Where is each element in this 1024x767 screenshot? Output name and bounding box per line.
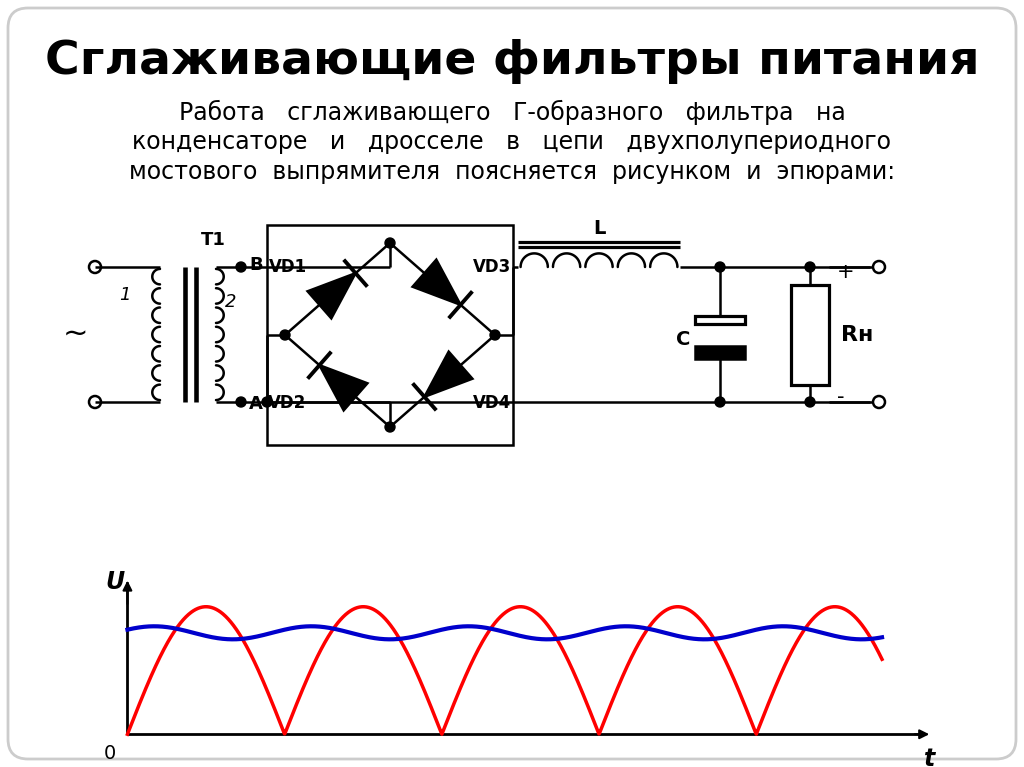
Text: ~: ~: [62, 320, 88, 349]
Polygon shape: [425, 351, 472, 397]
Text: VD3: VD3: [473, 258, 512, 276]
Circle shape: [805, 262, 815, 272]
Text: Сглаживающие фильтры питания: Сглаживающие фильтры питания: [45, 39, 979, 84]
Text: U: U: [105, 570, 125, 594]
Circle shape: [490, 330, 500, 340]
Circle shape: [236, 397, 246, 407]
Text: Rн: Rн: [841, 325, 873, 345]
Text: мостового  выпрямителя  поясняется  рисунком  и  эпюрами:: мостового выпрямителя поясняется рисунко…: [129, 160, 895, 184]
Bar: [695, 345, 745, 358]
Text: VD1: VD1: [268, 258, 306, 276]
Polygon shape: [319, 365, 368, 410]
Circle shape: [715, 262, 725, 272]
Text: 2: 2: [225, 293, 237, 311]
Bar: [267, 225, 513, 445]
Bar: [791, 285, 829, 385]
Text: T1: T1: [201, 231, 226, 249]
Text: t: t: [924, 747, 935, 767]
Circle shape: [280, 330, 290, 340]
Polygon shape: [307, 273, 355, 318]
Text: L: L: [593, 219, 605, 239]
Text: VD4: VD4: [473, 394, 512, 412]
Circle shape: [385, 422, 395, 432]
Text: Работа   сглаживающего   Г-образного   фильтра   на: Работа сглаживающего Г-образного фильтра…: [178, 100, 846, 124]
Text: A: A: [249, 395, 263, 413]
Text: B: B: [249, 256, 262, 274]
Text: +: +: [837, 262, 855, 282]
Circle shape: [805, 397, 815, 407]
Text: VD2: VD2: [268, 394, 306, 412]
Circle shape: [262, 397, 272, 407]
Text: конденсаторе   и   дросселе   в   цепи   двухполупериодного: конденсаторе и дросселе в цепи двухполуп…: [132, 130, 892, 154]
Polygon shape: [413, 260, 461, 304]
Circle shape: [715, 397, 725, 407]
Text: 0: 0: [103, 745, 116, 763]
Circle shape: [385, 238, 395, 248]
Text: 1: 1: [119, 286, 131, 304]
FancyBboxPatch shape: [8, 8, 1016, 759]
Text: C: C: [676, 330, 690, 349]
Text: -: -: [837, 387, 845, 407]
Bar: [695, 315, 745, 324]
Circle shape: [236, 262, 246, 272]
